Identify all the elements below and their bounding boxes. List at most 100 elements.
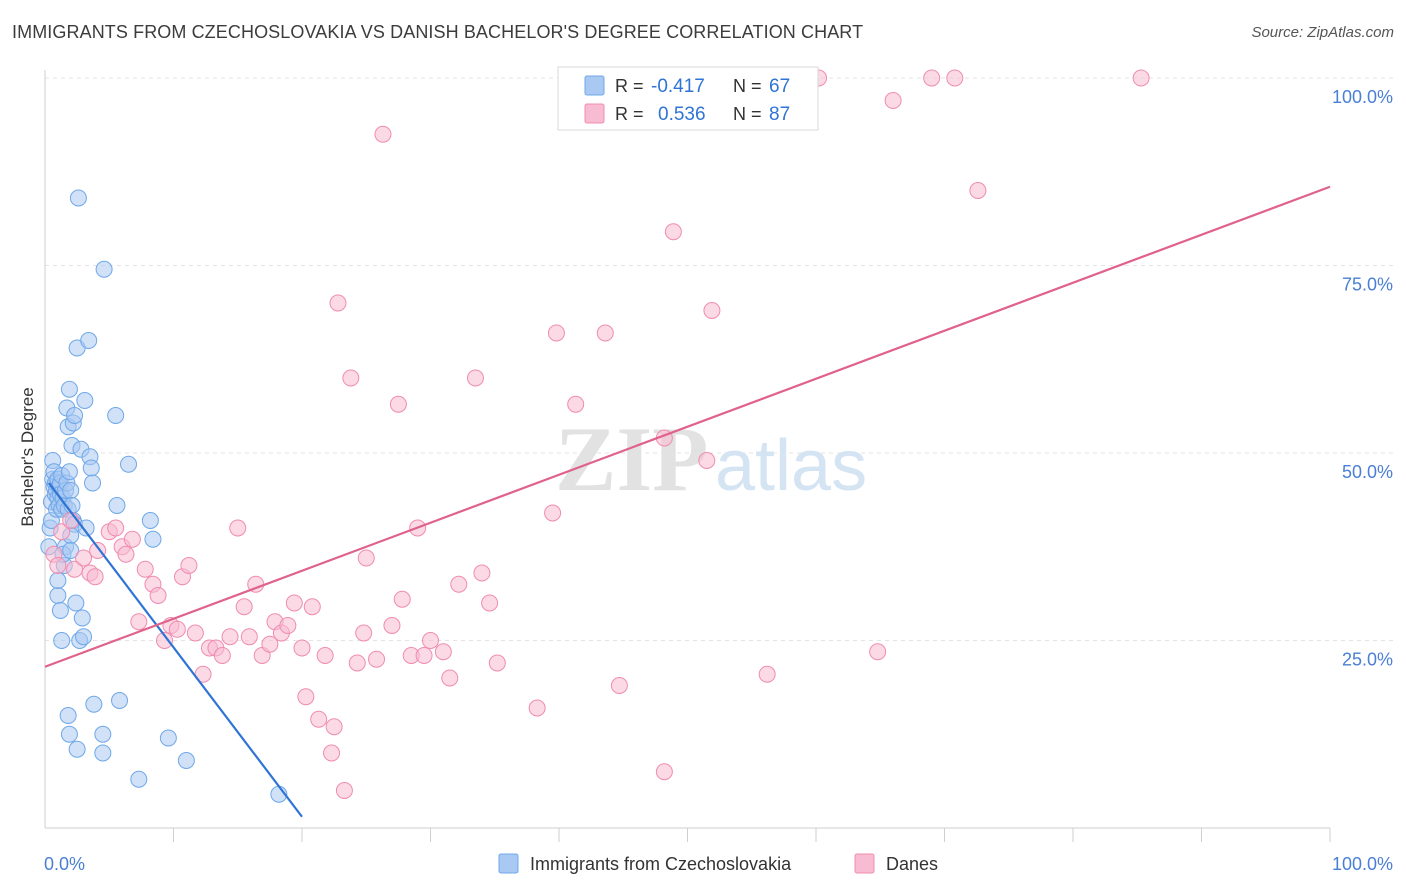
danes-point-73 — [610, 677, 628, 694]
danes-point-17 — [149, 587, 167, 604]
data-points — [40, 69, 1150, 803]
danes-point-44 — [323, 744, 341, 762]
danes-point-78 — [703, 302, 721, 319]
danes-point-14 — [130, 613, 148, 631]
czech-point-42 — [66, 407, 84, 424]
czech-point-43 — [67, 594, 85, 612]
danes-point-42 — [310, 710, 328, 728]
legend-label-danes: Danes — [886, 854, 938, 874]
danes-point-65 — [473, 564, 491, 582]
czech-point-57 — [94, 744, 112, 762]
czech-point-65 — [141, 512, 159, 529]
danes-point-37 — [279, 617, 297, 634]
danes-point-68 — [528, 699, 546, 717]
chart-source: Source: ZipAtlas.com — [1251, 24, 1394, 41]
stats-n-label-danes: N = — [733, 104, 762, 124]
danes-point-31 — [240, 628, 258, 646]
danes-point-28 — [221, 628, 239, 646]
danes-point-83 — [923, 69, 941, 87]
danes-point-61 — [434, 643, 452, 661]
czech-point-67 — [159, 729, 177, 747]
stats-r-value-danes: 0.536 — [658, 104, 706, 125]
danes-point-43 — [316, 647, 334, 664]
danes-point-10 — [107, 519, 125, 537]
danes-point-74 — [655, 763, 673, 781]
czech-point-72 — [68, 740, 86, 758]
x-tick-label-min: 0.0% — [44, 854, 85, 874]
danes-point-48 — [342, 369, 360, 387]
czech-point-74 — [62, 542, 80, 559]
danes-point-85 — [969, 182, 987, 199]
czech-point-70 — [59, 707, 77, 724]
danes-point-81 — [869, 643, 887, 661]
y-tick-labels: 25.0% 50.0% 75.0% 100.0% — [1332, 87, 1393, 670]
czech-point-52 — [80, 332, 98, 349]
czech-point-61 — [108, 497, 126, 514]
stats-r-label-danes: R = — [615, 104, 644, 124]
legend: Immigrants from Czechoslovakia Danes — [498, 853, 938, 874]
x-ticks — [173, 828, 1331, 842]
czech-point-48 — [73, 609, 91, 627]
danes-point-46 — [329, 294, 347, 312]
danes-point-29 — [229, 519, 247, 537]
danes-point-66 — [481, 594, 499, 612]
legend-swatch-danes — [854, 853, 875, 874]
danes-point-62 — [441, 669, 459, 687]
stats-n-label-czech: N = — [733, 76, 762, 96]
danes-point-47 — [335, 782, 353, 799]
danes-point-51 — [357, 549, 375, 567]
stats-r-value-czech: -0.417 — [651, 76, 705, 97]
danes-point-53 — [374, 125, 392, 143]
stats-swatch-czech — [584, 75, 605, 96]
czech-point-56 — [85, 695, 103, 713]
danes-point-54 — [383, 617, 401, 634]
danes-point-13 — [123, 530, 141, 548]
danes-point-63 — [450, 575, 468, 593]
danes-point-8 — [89, 542, 107, 559]
watermark-zip: ZIP — [555, 408, 708, 510]
stats-n-value-czech: 67 — [769, 76, 790, 97]
y-axis-label: Bachelor's Degree — [18, 387, 37, 526]
danes-point-27 — [213, 647, 231, 664]
stats-box: R = -0.417 N = 67 R = 0.536 N = 87 — [557, 66, 819, 131]
danes-point-2 — [53, 523, 71, 541]
czech-point-31 — [49, 572, 67, 589]
danes-trend-line — [44, 185, 1331, 668]
danes-point-39 — [293, 639, 311, 657]
czech-point-45 — [69, 189, 87, 207]
czech-point-33 — [53, 632, 71, 649]
czech-point-71 — [60, 725, 78, 743]
czech-point-68 — [177, 752, 195, 769]
danes-point-30 — [235, 598, 253, 616]
stats-r-label-czech: R = — [615, 76, 644, 96]
danes-point-1 — [49, 557, 67, 574]
chart-title: IMMIGRANTS FROM CZECHOSLOVAKIA VS DANISH… — [12, 22, 864, 42]
danes-point-55 — [389, 395, 407, 413]
danes-point-75 — [664, 223, 682, 241]
legend-swatch-czech — [498, 853, 519, 874]
czech-point-51 — [77, 519, 95, 537]
watermark-atlas: atlas — [715, 426, 867, 506]
czech-point-55 — [84, 474, 102, 492]
czech-point-63 — [120, 455, 138, 473]
x-tick-label-max: 100.0% — [1332, 854, 1393, 874]
danes-point-59 — [415, 647, 433, 664]
danes-point-84 — [946, 69, 964, 87]
czech-point-32 — [51, 602, 69, 619]
czech-point-49 — [75, 628, 93, 646]
y-tick-label-75: 75.0% — [1342, 275, 1393, 295]
danes-point-70 — [547, 324, 565, 342]
legend-label-czech: Immigrants from Czechoslovakia — [530, 854, 792, 874]
danes-point-67 — [488, 654, 506, 672]
czech-point-62 — [111, 692, 129, 709]
danes-point-49 — [348, 654, 366, 672]
watermark: ZIP atlas — [555, 408, 867, 510]
danes-point-71 — [567, 395, 585, 413]
y-tick-label-50: 50.0% — [1342, 462, 1393, 482]
czech-point-30 — [49, 587, 67, 604]
y-tick-label-25: 25.0% — [1342, 650, 1393, 670]
danes-point-72 — [596, 324, 614, 342]
danes-point-7 — [86, 568, 104, 586]
danes-point-22 — [180, 557, 198, 574]
